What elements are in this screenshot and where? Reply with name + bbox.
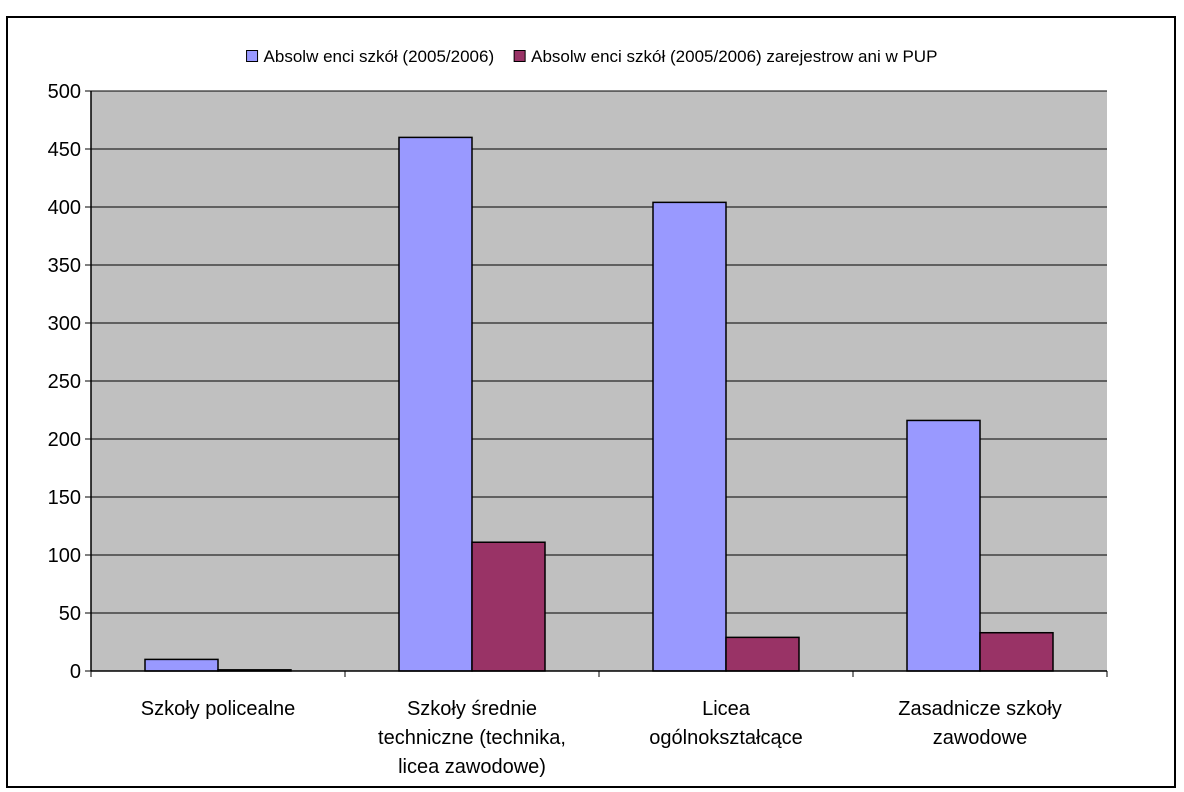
y-tick-label: 200	[48, 429, 81, 451]
category-label-line: Zasadnicze szkoły	[898, 698, 1061, 720]
category-label: Szkoły średnie techniczne (technika, licea…	[378, 698, 566, 778]
x-axis-labels: Szkoły policealne Szkoły średnie techniczn…	[141, 698, 1062, 778]
legend-swatch	[246, 50, 259, 62]
legend-label: Absolw enci szkół (2005/2006) zarejestro…	[531, 47, 937, 66]
legend-label: Absolw enci szkół (2005/2006)	[264, 47, 495, 66]
category-label-line: Szkoły policealne	[141, 698, 296, 720]
legend: Absolw enci szkół (2005/2006) Absolw enci…	[246, 47, 937, 66]
category-label: Zasadnicze szkoły zawodowe	[898, 698, 1061, 749]
y-tick-label: 250	[48, 371, 81, 393]
legend-swatch	[513, 50, 526, 62]
bar	[725, 636, 800, 672]
bar	[906, 419, 981, 672]
y-tick-label: 500	[48, 81, 81, 103]
bar	[144, 658, 219, 672]
bar	[398, 136, 473, 672]
category-label-line: licea zawodowe)	[398, 756, 546, 778]
category-label-line: Szkoły średnie	[407, 698, 537, 720]
y-tick-label: 0	[70, 661, 81, 683]
category-label-line: techniczne (technika,	[378, 727, 566, 749]
y-tick-label: 400	[48, 197, 81, 219]
y-tick-label: 450	[48, 139, 81, 161]
category-label-line: Licea	[702, 698, 751, 720]
y-tick-label: 150	[48, 487, 81, 509]
bar	[471, 541, 546, 672]
bars	[144, 136, 1054, 672]
category-label-line: zawodowe	[933, 727, 1028, 749]
bar	[652, 201, 727, 672]
bar	[979, 631, 1054, 672]
y-axis-ticks: 0 50 100 150 200 250 300 350 400 450 500	[48, 81, 91, 683]
category-label-line: ogólnokształcące	[649, 727, 802, 749]
y-tick-label: 350	[48, 255, 81, 277]
y-tick-label: 100	[48, 545, 81, 567]
y-tick-label: 50	[59, 603, 81, 625]
category-label: Licea ogólnokształcące	[649, 698, 802, 749]
y-tick-label: 300	[48, 313, 81, 335]
category-label: Szkoły policealne	[141, 698, 296, 720]
